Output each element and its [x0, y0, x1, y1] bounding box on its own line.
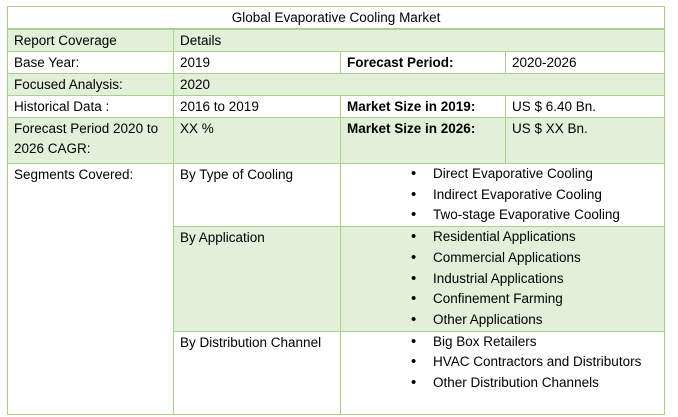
- segment-group: By Type of Cooling: [173, 162, 341, 228]
- segment-items: Direct Evaporative CoolingIndirect Evapo…: [339, 162, 666, 228]
- segment-row: Segments Covered:By Type of CoolingDirec…: [7, 162, 666, 415]
- table-cell: Market Size in 2026:: [340, 117, 506, 164]
- cell-label: Forecast Period:: [347, 55, 454, 70]
- segment-group: By Distribution Channel: [173, 330, 341, 415]
- bullet-item: Industrial Applications: [411, 269, 644, 290]
- table-cell: Focused Analysis:: [7, 73, 174, 96]
- bullet-item: Other Distribution Channels: [411, 373, 644, 394]
- segment-row: By ApplicationResidential ApplicationsCo…: [8, 226, 666, 332]
- bullet-list: Big Box RetailersHVAC Contractors and Di…: [341, 332, 664, 394]
- table-cell: Historical Data :: [7, 95, 174, 118]
- table-cell: XX %: [173, 117, 341, 164]
- header-cell: Report Coverage: [7, 28, 174, 52]
- bullet-item: Other Applications: [411, 310, 644, 331]
- table-cell: 2020-2026: [504, 51, 666, 74]
- cell-label: Market Size in 2019:: [347, 99, 476, 114]
- table-row: Base Year: 2019 Forecast Period: 2020-2026: [7, 51, 666, 74]
- bullet-list: Direct Evaporative CoolingIndirect Evapo…: [341, 164, 664, 226]
- table-title: Global Evaporative Cooling Market: [6, 6, 666, 30]
- table-cell: Forecast Period 2020 to 2026 CAGR:: [7, 117, 174, 164]
- bullet-item: Commercial Applications: [411, 248, 644, 269]
- table-cell: US $ XX Bn.: [504, 117, 666, 164]
- table-row: Forecast Period 2020 to 2026 CAGR: XX % Ma…: [7, 117, 666, 164]
- segment-items: Residential ApplicationsCommercial Appli…: [339, 226, 666, 332]
- segment-group: By Application: [173, 226, 341, 332]
- bullet-list: Residential ApplicationsCommercial Appli…: [341, 227, 664, 331]
- table-cell: Forecast Period:: [340, 51, 506, 74]
- bullet-item: Big Box Retailers: [411, 332, 644, 353]
- bullet-item: HVAC Contractors and Distributors: [411, 352, 644, 373]
- table-row: Focused Analysis: 2020: [7, 73, 666, 96]
- table-cell: US $ 6.40 Bn.: [504, 95, 666, 118]
- bullet-item: Indirect Evaporative Cooling: [411, 185, 644, 206]
- table-cell: 2019: [173, 51, 341, 74]
- segment-row: By Distribution ChannelBig Box Retailers…: [8, 330, 666, 415]
- market-table: Global Evaporative Cooling Market Report…: [6, 6, 666, 415]
- cell-label: Market Size in 2026:: [347, 121, 476, 136]
- bullet-item: Direct Evaporative Cooling: [411, 164, 644, 185]
- table-cell: Market Size in 2019:: [340, 95, 506, 118]
- segments-label: Segments Covered:: [7, 163, 174, 415]
- bullet-item: Residential Applications: [411, 227, 644, 248]
- table-row: Historical Data :2016 to 2019 Market Size…: [7, 95, 666, 118]
- header-cell: Details: [172, 28, 666, 52]
- bullet-item: Confinement Farming: [411, 289, 644, 310]
- table-cell: 2016 to 2019: [173, 95, 341, 118]
- bullet-item: Two-stage Evaporative Cooling: [411, 205, 644, 226]
- segment-items: Big Box RetailersHVAC Contractors and Di…: [339, 330, 666, 415]
- table-cell: 2020: [172, 73, 666, 96]
- table-cell: Base Year:: [7, 51, 174, 74]
